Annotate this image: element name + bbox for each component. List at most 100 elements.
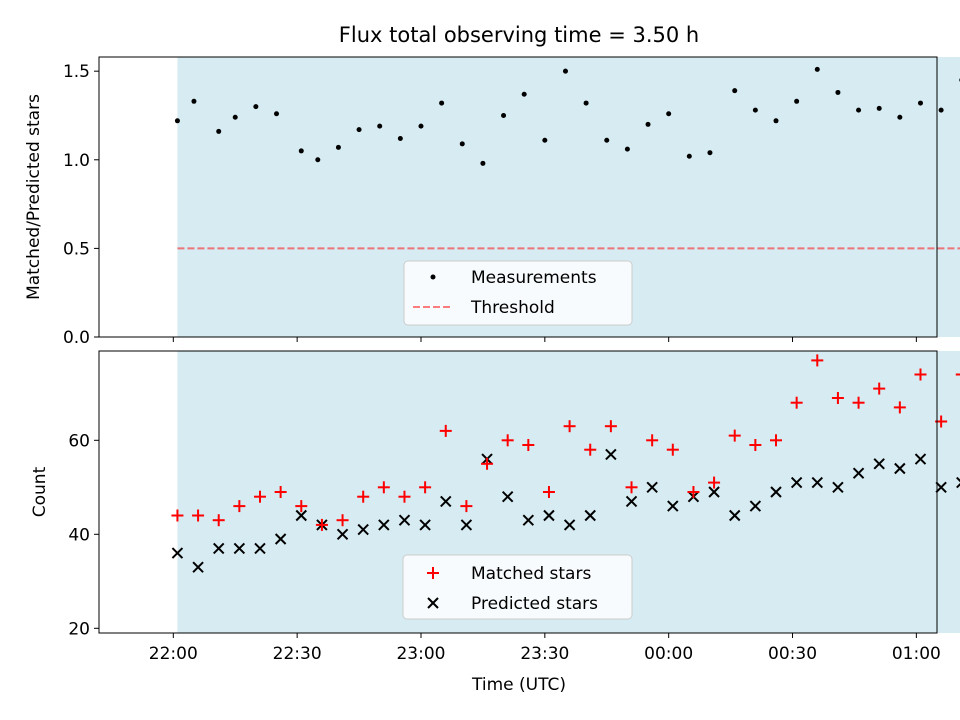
matched-point bbox=[790, 396, 803, 409]
measurement-point bbox=[938, 107, 944, 113]
predicted-point bbox=[935, 481, 947, 494]
predicted-point bbox=[790, 476, 803, 489]
matched-point bbox=[295, 500, 308, 513]
measurement-point bbox=[480, 160, 486, 166]
matched-point bbox=[419, 481, 432, 494]
matched-point bbox=[811, 354, 824, 367]
predicted-point bbox=[832, 481, 844, 494]
count-y-axis-label: Count bbox=[30, 466, 50, 517]
measurement-point bbox=[174, 118, 180, 124]
measurement-point bbox=[752, 107, 758, 113]
measurement-point bbox=[216, 128, 222, 134]
measurement-point bbox=[542, 137, 548, 143]
measurement-point bbox=[232, 114, 238, 120]
chart-title: Flux total observing time = 3.50 h bbox=[339, 23, 699, 47]
predicted-point bbox=[894, 462, 906, 475]
count-y-tick-label: 40 bbox=[68, 525, 90, 545]
matched-point bbox=[192, 509, 205, 522]
measurement-point bbox=[707, 150, 713, 156]
measurement-point bbox=[645, 121, 651, 127]
predicted-point bbox=[171, 547, 184, 559]
matched-point bbox=[460, 500, 473, 513]
legend-threshold-label: Threshold bbox=[470, 298, 555, 318]
predicted-point bbox=[213, 542, 225, 555]
matched-point bbox=[563, 420, 576, 433]
ratio-axes-frame bbox=[98, 56, 938, 338]
measurement-point bbox=[315, 157, 321, 163]
measurement-point bbox=[501, 112, 507, 118]
matched-point bbox=[770, 434, 783, 447]
matched-point bbox=[253, 490, 266, 503]
measurement-point bbox=[418, 123, 424, 129]
matched-point bbox=[852, 396, 865, 409]
predicted-point bbox=[873, 458, 885, 470]
count-x-tick-label: 23:30 bbox=[520, 644, 569, 664]
predicted-point bbox=[501, 490, 514, 503]
predicted-point bbox=[233, 542, 246, 555]
ratio-y-axis-label: Matched/Predicted stars bbox=[24, 94, 44, 300]
count-x-tick-label: 00:00 bbox=[644, 644, 693, 664]
measurement-point bbox=[604, 137, 610, 143]
matched-point bbox=[542, 486, 555, 498]
predicted-point bbox=[419, 519, 431, 531]
matched-point bbox=[481, 457, 494, 470]
predicted-point bbox=[295, 509, 307, 522]
measurement-point bbox=[666, 111, 672, 117]
matched-point bbox=[873, 382, 886, 395]
count-x-tick-label: 23:00 bbox=[396, 644, 445, 664]
count-x-axis-label: Time (UTC) bbox=[471, 675, 566, 695]
matched-point bbox=[955, 373, 960, 376]
matched-point bbox=[233, 500, 246, 513]
predicted-point bbox=[914, 453, 927, 465]
predicted-point bbox=[708, 486, 720, 498]
predicted-point bbox=[274, 533, 287, 545]
count-x-tick-label: 01:00 bbox=[892, 644, 941, 664]
measurement-point bbox=[562, 68, 568, 74]
predicted-point bbox=[729, 509, 741, 522]
matched-point bbox=[171, 509, 184, 522]
matched-point bbox=[357, 490, 370, 503]
legend-measurements-marker bbox=[430, 274, 436, 280]
matched-point bbox=[625, 481, 638, 494]
predicted-point bbox=[460, 519, 473, 531]
measurement-point bbox=[356, 127, 362, 133]
predicted-point bbox=[584, 509, 596, 522]
count-plot-area: 20 40 60 22:00 22:30 23:00 23:30 00:00 00:30 01:0… bbox=[68, 350, 960, 664]
matched-point bbox=[274, 486, 287, 498]
legend-measurements-label: Measurements bbox=[471, 268, 597, 288]
predicted-point bbox=[254, 542, 266, 555]
matched-point bbox=[398, 490, 411, 503]
matched-point bbox=[522, 439, 535, 451]
measurement-point bbox=[624, 146, 630, 152]
predicted-point bbox=[749, 500, 762, 512]
count-y-tick-label: 20 bbox=[68, 619, 90, 639]
count-legend-box bbox=[402, 554, 633, 620]
count-x-tick-label: 22:00 bbox=[149, 644, 198, 664]
predicted-point bbox=[522, 514, 535, 526]
predicted-point bbox=[605, 448, 617, 461]
measurement-point bbox=[439, 100, 445, 106]
predicted-point bbox=[357, 523, 369, 536]
predicted-point bbox=[398, 514, 411, 526]
measurement-point bbox=[897, 114, 903, 120]
measurement-point bbox=[732, 88, 738, 94]
measurement-point bbox=[459, 141, 465, 147]
matched-point bbox=[315, 518, 328, 531]
ratio-y-tick-label: 1.0 bbox=[63, 151, 90, 171]
predicted-point bbox=[192, 561, 204, 573]
predicted-point bbox=[563, 519, 576, 531]
matched-point bbox=[604, 420, 617, 433]
measurement-point bbox=[397, 136, 403, 142]
legend-predicted-label: Predicted stars bbox=[471, 594, 598, 614]
predicted-point bbox=[336, 528, 349, 541]
matched-point bbox=[893, 401, 906, 414]
count-panel: 20 40 60 22:00 22:30 23:00 23:30 00:00 00:30 01:0… bbox=[30, 350, 960, 695]
count-axes-frame bbox=[98, 350, 938, 634]
matched-point bbox=[666, 443, 679, 456]
count-x-tick-label: 22:30 bbox=[273, 644, 322, 664]
count-legend: Matched stars Predicted stars bbox=[402, 554, 633, 620]
measurement-point bbox=[335, 144, 341, 150]
matched-point bbox=[377, 481, 390, 494]
measurement-point bbox=[794, 98, 800, 104]
